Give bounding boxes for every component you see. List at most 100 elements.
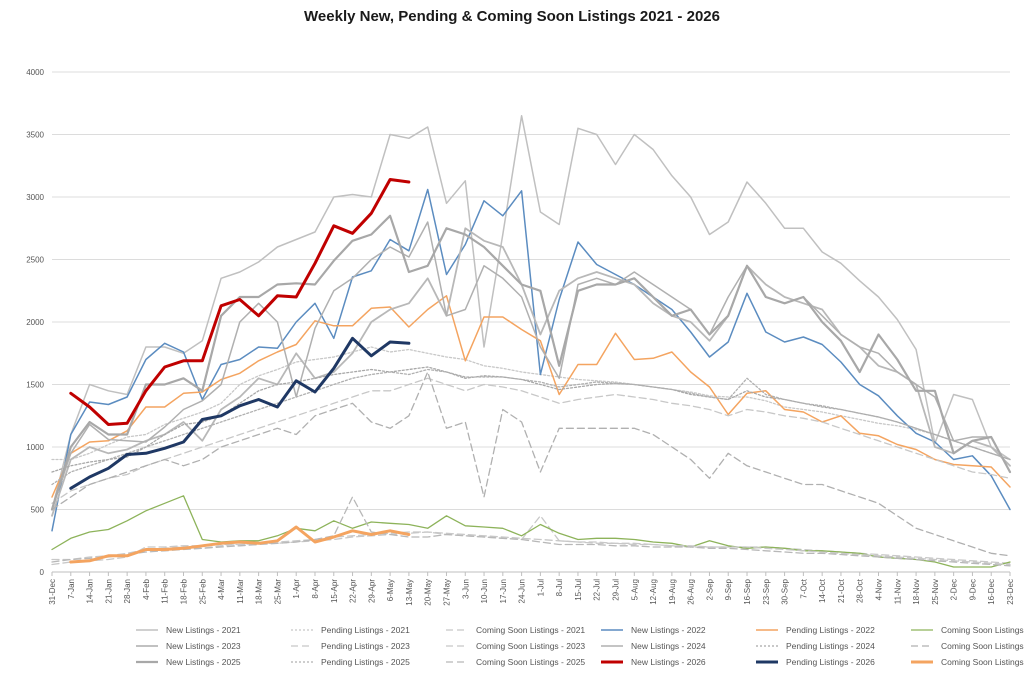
legend-label: New Listings - 2021 <box>166 625 241 635</box>
x-tick-label: 6-May <box>386 579 395 601</box>
legend: New Listings - 2021 Pending Listings - 20… <box>136 625 1024 667</box>
x-tick-label: 4-Nov <box>875 579 884 600</box>
series-line <box>51 371 1011 557</box>
x-tick-label: 2-Sep <box>705 578 714 600</box>
legend-label: Pending Listings - 2021 <box>321 625 410 635</box>
legend-label: Coming Soon Listings - 2023 <box>476 641 585 651</box>
x-tick-label: 20-May <box>424 579 433 606</box>
legend-label: Pending Listings - 2022 <box>786 625 875 635</box>
series-line <box>50 214 1012 511</box>
series-line <box>69 178 411 426</box>
x-tick-label: 21-Jan <box>104 579 113 603</box>
x-tick-label: 31-Dec <box>48 579 57 605</box>
x-tick-label: 11-Feb <box>161 578 170 603</box>
y-tick-label: 2000 <box>26 318 44 327</box>
series-line <box>51 496 1011 567</box>
x-tick-label: 21-Oct <box>837 578 846 603</box>
x-tick-label: 24-Jun <box>518 579 527 603</box>
x-tick-label: 4-Mar <box>217 579 226 600</box>
x-tick-label: 4-Feb <box>142 578 151 599</box>
y-tick-label: 3500 <box>26 131 44 140</box>
series-line <box>51 115 1011 511</box>
x-tick-label: 11-Nov <box>893 579 902 604</box>
legend-label: New Listings - 2025 <box>166 657 241 667</box>
x-tick-label: 11-Mar <box>236 579 245 604</box>
x-tick-label: 26-Aug <box>687 579 696 605</box>
x-tick-label: 15-Apr <box>330 579 339 603</box>
x-tick-label: 3-Jun <box>461 579 470 599</box>
x-tick-label: 19-Aug <box>668 579 677 605</box>
y-tick-label: 3000 <box>26 193 44 202</box>
y-tick-label: 1000 <box>26 443 44 452</box>
legend-label: Coming Soon Listings - 2021 <box>476 625 585 635</box>
x-tick-label: 2-Dec <box>950 579 959 600</box>
x-tick-label: 8-Apr <box>311 579 320 599</box>
legend-label: Pending Listings - 2026 <box>786 657 875 667</box>
series-line <box>69 336 411 490</box>
legend-label: New Listings - 2024 <box>631 641 706 651</box>
x-tick-label: 22-Apr <box>349 579 358 603</box>
series-line <box>51 188 1011 532</box>
x-tick-label: 14-Oct <box>818 578 827 603</box>
x-tick-label: 29-Apr <box>367 579 376 603</box>
y-tick-label: 500 <box>31 506 45 515</box>
series-line <box>69 525 411 564</box>
legend-label: Pending Listings - 2025 <box>321 657 410 667</box>
x-tick-label: 18-Nov <box>912 579 921 605</box>
x-tick-label: 25-Feb <box>198 578 207 604</box>
series-line <box>51 346 1011 461</box>
x-tick-label: 18-Feb <box>179 578 188 604</box>
x-tick-label: 5-Aug <box>630 579 639 600</box>
y-tick-label: 2500 <box>26 256 44 265</box>
x-tick-label: 30-Sep <box>781 578 790 604</box>
y-tick-label: 4000 <box>26 68 44 77</box>
y-tick-label: 0 <box>40 568 45 577</box>
legend-label: Coming Soon Listings - 2024 <box>941 641 1024 651</box>
x-tick-label: 9-Sep <box>724 578 733 600</box>
x-tick-label: 9-Dec <box>968 579 977 600</box>
chart-title: Weekly New, Pending & Coming Soon Listin… <box>304 8 720 25</box>
series-line <box>51 227 1011 517</box>
x-tick-label: 29-Jul <box>612 579 621 601</box>
series-line <box>51 377 1011 504</box>
x-tick-label: 16-Sep <box>743 578 752 604</box>
x-tick-label: 1-Apr <box>292 579 301 599</box>
x-tick-label: 1-Jul <box>536 579 545 597</box>
x-tick-label: 27-May <box>442 579 451 606</box>
legend-label: Pending Listings - 2024 <box>786 641 875 651</box>
legend-label: Coming Soon Listings - 2022 <box>941 625 1024 635</box>
series-line <box>51 221 1011 511</box>
x-tick-label: 15-Jul <box>574 579 583 601</box>
legend-label: New Listings - 2026 <box>631 657 706 667</box>
series-lines <box>50 115 1012 568</box>
y-axis: 0 500 1000 1500 2000 2500 3000 3500 4000 <box>26 68 44 577</box>
x-tick-label: 7-Jan <box>67 579 76 599</box>
x-tick-label: 8-Jul <box>555 579 564 597</box>
x-tick-label: 23-Sep <box>762 578 771 604</box>
x-tick-label: 10-Jun <box>480 579 489 603</box>
x-tick-label: 16-Dec <box>987 579 996 605</box>
x-tick-label: 7-Oct <box>799 578 808 598</box>
legend-label: Coming Soon Listings - 2025 <box>476 657 585 667</box>
x-tick-label: 17-Jun <box>499 579 508 603</box>
x-tick-label: 23-Dec <box>1006 579 1015 605</box>
x-tick-label: 12-Aug <box>649 579 658 605</box>
series-line <box>51 368 1011 486</box>
series-line <box>51 295 1011 498</box>
x-tick-label: 22-Jul <box>593 579 602 601</box>
x-tick-label: 28-Jan <box>123 579 132 603</box>
x-tick-label: 25-Mar <box>273 579 282 605</box>
x-tick-label: 25-Nov <box>931 579 940 605</box>
legend-label: Coming Soon Listings - 2026 <box>941 657 1024 667</box>
legend-label: New Listings - 2023 <box>166 641 241 651</box>
x-axis: 31-Dec 7-Jan 14-Jan 21-Jan 28-Jan 4-Feb 11-Feb… <box>48 571 1015 606</box>
x-tick-label: 14-Jan <box>86 579 95 603</box>
legend-label: Pending Listings - 2023 <box>321 641 410 651</box>
series-line <box>51 495 1011 568</box>
x-tick-label: 18-Mar <box>255 579 264 605</box>
legend-label: New Listings - 2022 <box>631 625 706 635</box>
x-tick-label: 28-Oct <box>856 578 865 603</box>
x-tick-label: 13-May <box>405 579 414 606</box>
y-tick-label: 1500 <box>26 381 44 390</box>
